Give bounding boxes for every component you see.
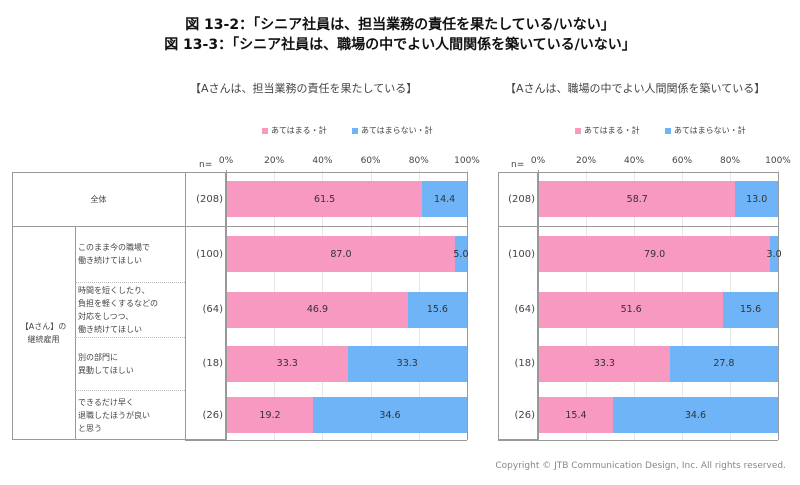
bar-agree: 15.4 xyxy=(539,397,613,433)
divider xyxy=(12,226,226,227)
bar-agree: 79.0 xyxy=(539,236,771,272)
row-group-label: 【Aさん】の 継続雇用 xyxy=(20,322,67,344)
gridline xyxy=(538,170,539,440)
bar-agree: 46.9 xyxy=(227,291,408,328)
legend-label: あてはまらない・計 xyxy=(361,126,433,135)
legend-item: あてはまらない・計 xyxy=(665,125,746,136)
row-label: 時間を短くしたり、 負担を軽くするなどの 対応をしつつ、 働き続けてほしい xyxy=(78,285,158,334)
legend-label: あてはまる・計 xyxy=(271,126,327,135)
row-label-total: 全体 xyxy=(90,194,107,204)
n-value: (208) xyxy=(508,193,535,205)
row-label: 別の部門に 異動してほしい xyxy=(78,352,134,375)
x-tick-label: 0% xyxy=(218,156,234,166)
x-tick-label: 0% xyxy=(530,156,546,166)
bar-agree: 87.0 xyxy=(227,236,455,272)
n-table xyxy=(498,172,538,440)
divider xyxy=(226,226,467,227)
bar-disagree: 27.8 xyxy=(669,345,778,382)
bar-disagree: 5.0 xyxy=(453,236,469,272)
n-label: n= xyxy=(199,160,213,170)
n-value: (26) xyxy=(202,409,223,421)
n-value: (100) xyxy=(508,248,535,260)
bar-agree: 19.2 xyxy=(227,397,313,433)
n-value: (64) xyxy=(202,304,223,315)
divider xyxy=(75,226,76,440)
divider xyxy=(498,226,538,227)
bar-disagree: 34.6 xyxy=(612,397,778,433)
gridline xyxy=(226,170,227,440)
x-tick-label: 20% xyxy=(575,156,597,166)
legend-item: あてはまらない・計 xyxy=(352,125,433,136)
legend-label: あてはまる・計 xyxy=(584,126,640,135)
figure-title-1: 図 13-2：「シニア社員は、担当業務の責任を果たしている/いない」 xyxy=(185,17,615,33)
legend-swatch xyxy=(352,127,358,134)
n-value: (18) xyxy=(202,358,223,369)
legend-swatch xyxy=(262,127,268,134)
axis-line xyxy=(226,172,467,173)
bar-agree: 51.6 xyxy=(539,291,724,328)
divider xyxy=(185,172,186,440)
bar-disagree: 13.0 xyxy=(735,181,778,217)
x-tick-label: 60% xyxy=(671,156,693,166)
x-tick-label: 20% xyxy=(264,156,285,166)
bar-disagree: 33.3 xyxy=(347,345,467,382)
divider xyxy=(75,390,185,391)
bar-agree: 58.7 xyxy=(539,181,736,217)
n-value: (26) xyxy=(514,409,535,421)
divider xyxy=(75,282,185,283)
bar-disagree: 15.6 xyxy=(723,291,778,328)
row-label: できるだけ早く 退職したほうが良い と思う xyxy=(78,397,150,433)
divider xyxy=(538,226,778,227)
x-tick-label: 60% xyxy=(360,156,381,166)
bar-disagree: 3.0 xyxy=(767,236,782,272)
figure-title-2: 図 13-3：「シニア社員は、職場の中でよい人間関係を築いている/いない」 xyxy=(164,37,636,53)
bar-agree: 33.3 xyxy=(227,345,348,382)
frame xyxy=(185,440,467,441)
legend-swatch xyxy=(575,127,581,134)
bar-disagree: 14.4 xyxy=(422,181,467,217)
bar-disagree: 15.6 xyxy=(407,291,467,328)
x-tick-label: 40% xyxy=(312,156,333,166)
legend-label: あてはまらない・計 xyxy=(674,126,746,135)
row-label: このまま今の職場で 働き続けてほしい xyxy=(78,243,150,265)
x-tick-label: 40% xyxy=(623,156,645,166)
legend-item: あてはまる・計 xyxy=(262,125,327,136)
x-tick-label: 80% xyxy=(719,156,741,166)
bar-agree: 33.3 xyxy=(539,345,670,382)
x-tick-label: 100% xyxy=(765,156,791,166)
divider xyxy=(75,337,185,338)
frame xyxy=(498,440,778,441)
bar-agree: 61.5 xyxy=(227,181,423,217)
chart-title: 【Aさんは、職場の中でよい人間関係を築いている】 xyxy=(505,82,766,95)
frame xyxy=(467,172,468,440)
row-label-table xyxy=(12,172,226,440)
legend-swatch xyxy=(665,127,671,134)
chart-title: 【Aさんは、担当業務の責任を果たしている】 xyxy=(190,82,418,95)
n-value: (100) xyxy=(196,248,223,260)
n-value: (208) xyxy=(196,193,223,205)
x-tick-label: 100% xyxy=(454,156,480,166)
copyright: Copyright © JTB Communication Design, In… xyxy=(495,461,786,471)
n-value: (64) xyxy=(514,304,535,315)
n-label: n= xyxy=(511,160,525,170)
axis-line xyxy=(538,172,778,173)
bar-disagree: 34.6 xyxy=(313,397,467,433)
x-tick-label: 80% xyxy=(408,156,429,166)
legend-item: あてはまる・計 xyxy=(575,125,640,136)
n-value: (18) xyxy=(514,358,535,369)
frame xyxy=(778,172,779,440)
